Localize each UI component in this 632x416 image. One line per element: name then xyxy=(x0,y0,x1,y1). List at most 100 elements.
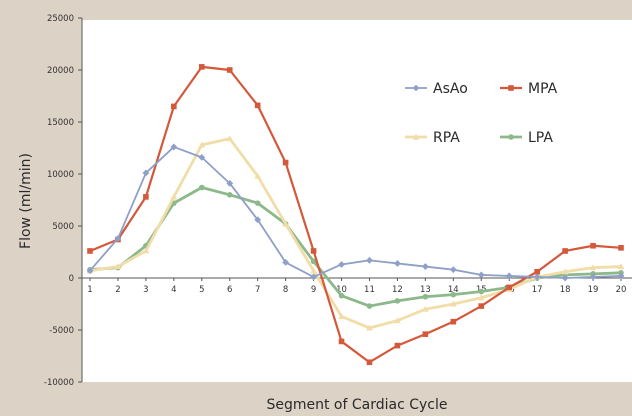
data-point-lpa xyxy=(422,293,429,300)
data-point-mpa xyxy=(450,318,457,325)
data-point-asao xyxy=(198,153,206,161)
x-tick-label: 8 xyxy=(283,285,288,295)
data-point-mpa xyxy=(506,284,513,291)
data-point-rpa xyxy=(226,135,234,142)
legend-label: MPA xyxy=(528,81,558,97)
legend-marker xyxy=(412,133,420,140)
data-point-asao xyxy=(170,143,178,151)
data-point-rpa xyxy=(114,263,122,270)
series-asao xyxy=(86,143,625,282)
series-line-mpa xyxy=(89,65,622,364)
data-point-rpa xyxy=(254,172,262,179)
x-tick-label: 14 xyxy=(448,285,459,295)
x-tick-label: 9 xyxy=(311,285,316,295)
legend: AsAo MPA RPA LPA xyxy=(405,81,558,146)
data-point-lpa xyxy=(198,184,205,191)
data-point-asao xyxy=(617,272,625,280)
series-line-rpa xyxy=(89,137,622,330)
x-tick-label: 18 xyxy=(560,285,571,295)
data-point-rpa xyxy=(421,305,429,312)
x-tick-label: 13 xyxy=(420,285,431,295)
y-tick-label: 0 xyxy=(69,274,74,284)
x-tick-label: 3 xyxy=(143,285,148,295)
data-point-mpa xyxy=(143,194,149,200)
y-tick-label: 25000 xyxy=(47,14,74,24)
data-point-mpa xyxy=(282,159,289,166)
data-point-lpa xyxy=(394,298,401,304)
data-point-asao xyxy=(114,235,122,242)
y-tick-label: -5000 xyxy=(49,326,74,336)
data-point-asao xyxy=(366,256,373,264)
x-tick-label: 19 xyxy=(588,285,599,295)
x-tick-label: 7 xyxy=(255,285,260,295)
legend-marker xyxy=(508,134,514,140)
x-tick-label: 17 xyxy=(532,285,543,295)
data-point-asao xyxy=(561,274,569,282)
data-point-asao xyxy=(421,263,429,270)
data-point-asao xyxy=(142,169,150,177)
data-point-mpa xyxy=(422,331,429,337)
x-tick-label: 20 xyxy=(616,285,627,295)
x-tick-label: 2 xyxy=(115,285,120,295)
data-point-rpa xyxy=(310,267,317,274)
data-point-mpa xyxy=(171,103,177,110)
data-point-asao xyxy=(338,261,345,268)
legend-item-rpa: RPA xyxy=(405,130,460,146)
data-point-rpa xyxy=(366,324,373,331)
data-point-mpa xyxy=(226,67,233,73)
y-tick-label: 10000 xyxy=(47,170,74,180)
series-line-asao xyxy=(89,146,622,279)
data-point-mpa xyxy=(87,248,93,254)
legend-marker xyxy=(508,85,514,91)
x-tick-label: 4 xyxy=(171,285,176,295)
data-point-mpa xyxy=(310,248,317,254)
data-point-rpa xyxy=(282,220,290,227)
data-point-asao xyxy=(86,267,94,275)
data-point-rpa xyxy=(449,300,457,307)
data-point-rpa xyxy=(142,247,150,254)
data-point-asao xyxy=(394,260,401,267)
data-point-rpa xyxy=(561,268,569,275)
x-tick-label: 10 xyxy=(336,285,347,295)
y-tick-label: -10000 xyxy=(44,378,74,388)
legend-item-asao: AsAo xyxy=(405,81,468,97)
legend-label: LPA xyxy=(528,130,553,146)
series-rpa xyxy=(86,135,625,331)
legend-item-lpa: LPA xyxy=(500,130,553,146)
data-point-rpa xyxy=(589,264,597,271)
data-point-rpa xyxy=(338,313,345,320)
data-point-lpa xyxy=(366,303,373,309)
y-tick-label: 15000 xyxy=(47,118,74,128)
data-point-mpa xyxy=(478,303,485,309)
data-point-mpa xyxy=(562,248,568,254)
data-point-lpa xyxy=(310,258,317,265)
legend-label: AsAo xyxy=(433,81,468,97)
data-point-asao xyxy=(477,271,485,279)
data-point-asao xyxy=(282,259,290,266)
data-point-asao xyxy=(505,272,513,280)
data-point-mpa xyxy=(198,64,205,70)
y-tick-label: 20000 xyxy=(47,66,74,76)
data-point-lpa xyxy=(338,292,345,299)
data-point-asao xyxy=(310,273,317,281)
data-point-asao xyxy=(533,273,541,281)
x-tick-label: 1 xyxy=(87,285,92,295)
data-point-lpa xyxy=(254,200,261,206)
x-tick-label: 11 xyxy=(364,285,375,295)
legend-label: RPA xyxy=(433,130,460,146)
data-point-rpa xyxy=(617,263,625,270)
data-point-mpa xyxy=(394,342,401,349)
data-point-lpa xyxy=(450,291,457,298)
data-point-asao xyxy=(254,216,262,224)
y-axis-label: Flow (ml/min) xyxy=(18,153,34,249)
data-point-asao xyxy=(226,179,234,187)
data-point-rpa xyxy=(477,294,485,301)
data-point-mpa xyxy=(254,102,261,109)
plot-area xyxy=(82,20,632,382)
series-layer xyxy=(86,64,625,366)
data-point-mpa xyxy=(338,338,345,345)
x-tick-label: 6 xyxy=(227,285,232,295)
data-point-lpa xyxy=(226,192,233,198)
